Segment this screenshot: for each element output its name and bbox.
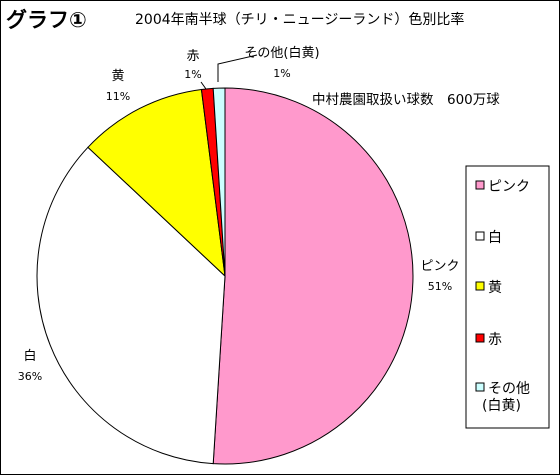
label-leader-lines (200, 54, 258, 90)
chart-title: 2004年南半球（チリ・ニュージーランド）色別比率 (135, 11, 464, 28)
legend-label-red: 赤 (488, 332, 502, 348)
pie-slice-pink (212, 87, 414, 465)
slice-pct-pink: 51% (428, 280, 452, 293)
slice-label-pink: ピンク (420, 259, 459, 274)
pie-slices (36, 87, 414, 465)
slice-labels: ピンク 51% 白 36% 黄 11% 赤 1% その他(白黄) 1% (18, 45, 460, 383)
legend-swatch-white (475, 231, 485, 241)
page-title: グラフ① (6, 8, 87, 32)
slice-label-white: 白 (23, 348, 36, 364)
slice-pct-white: 36% (18, 370, 42, 383)
slice-pct-other: 1% (273, 67, 290, 80)
pie-slice-yellow (87, 88, 226, 278)
legend-swatch-red (475, 333, 485, 343)
slice-pct-yellow: 11% (106, 90, 130, 103)
slice-label-other: その他(白黄) (244, 45, 319, 61)
legend-label-yellow: 黄 (488, 279, 502, 296)
slice-label-yellow: 黄 (111, 69, 124, 84)
legend-swatch-yellow (475, 281, 485, 291)
slice-pct-red: 1% (184, 68, 201, 81)
legend-label-pink: ピンク (488, 179, 530, 195)
legend-swatch-pink (475, 180, 485, 190)
legend-label-other: その他(白黄) (482, 381, 530, 414)
legend-label-white: 白 (488, 230, 502, 246)
leader-line-other (217, 54, 258, 82)
slice-label-red: 赤 (186, 49, 199, 64)
pie-slice-other (212, 87, 226, 277)
pie-slice-white (36, 146, 226, 465)
chart-subtitle: 中村農園取扱い球数 600万球 (312, 92, 500, 108)
leader-line-red (200, 81, 207, 90)
legend-swatch-other (475, 382, 485, 392)
